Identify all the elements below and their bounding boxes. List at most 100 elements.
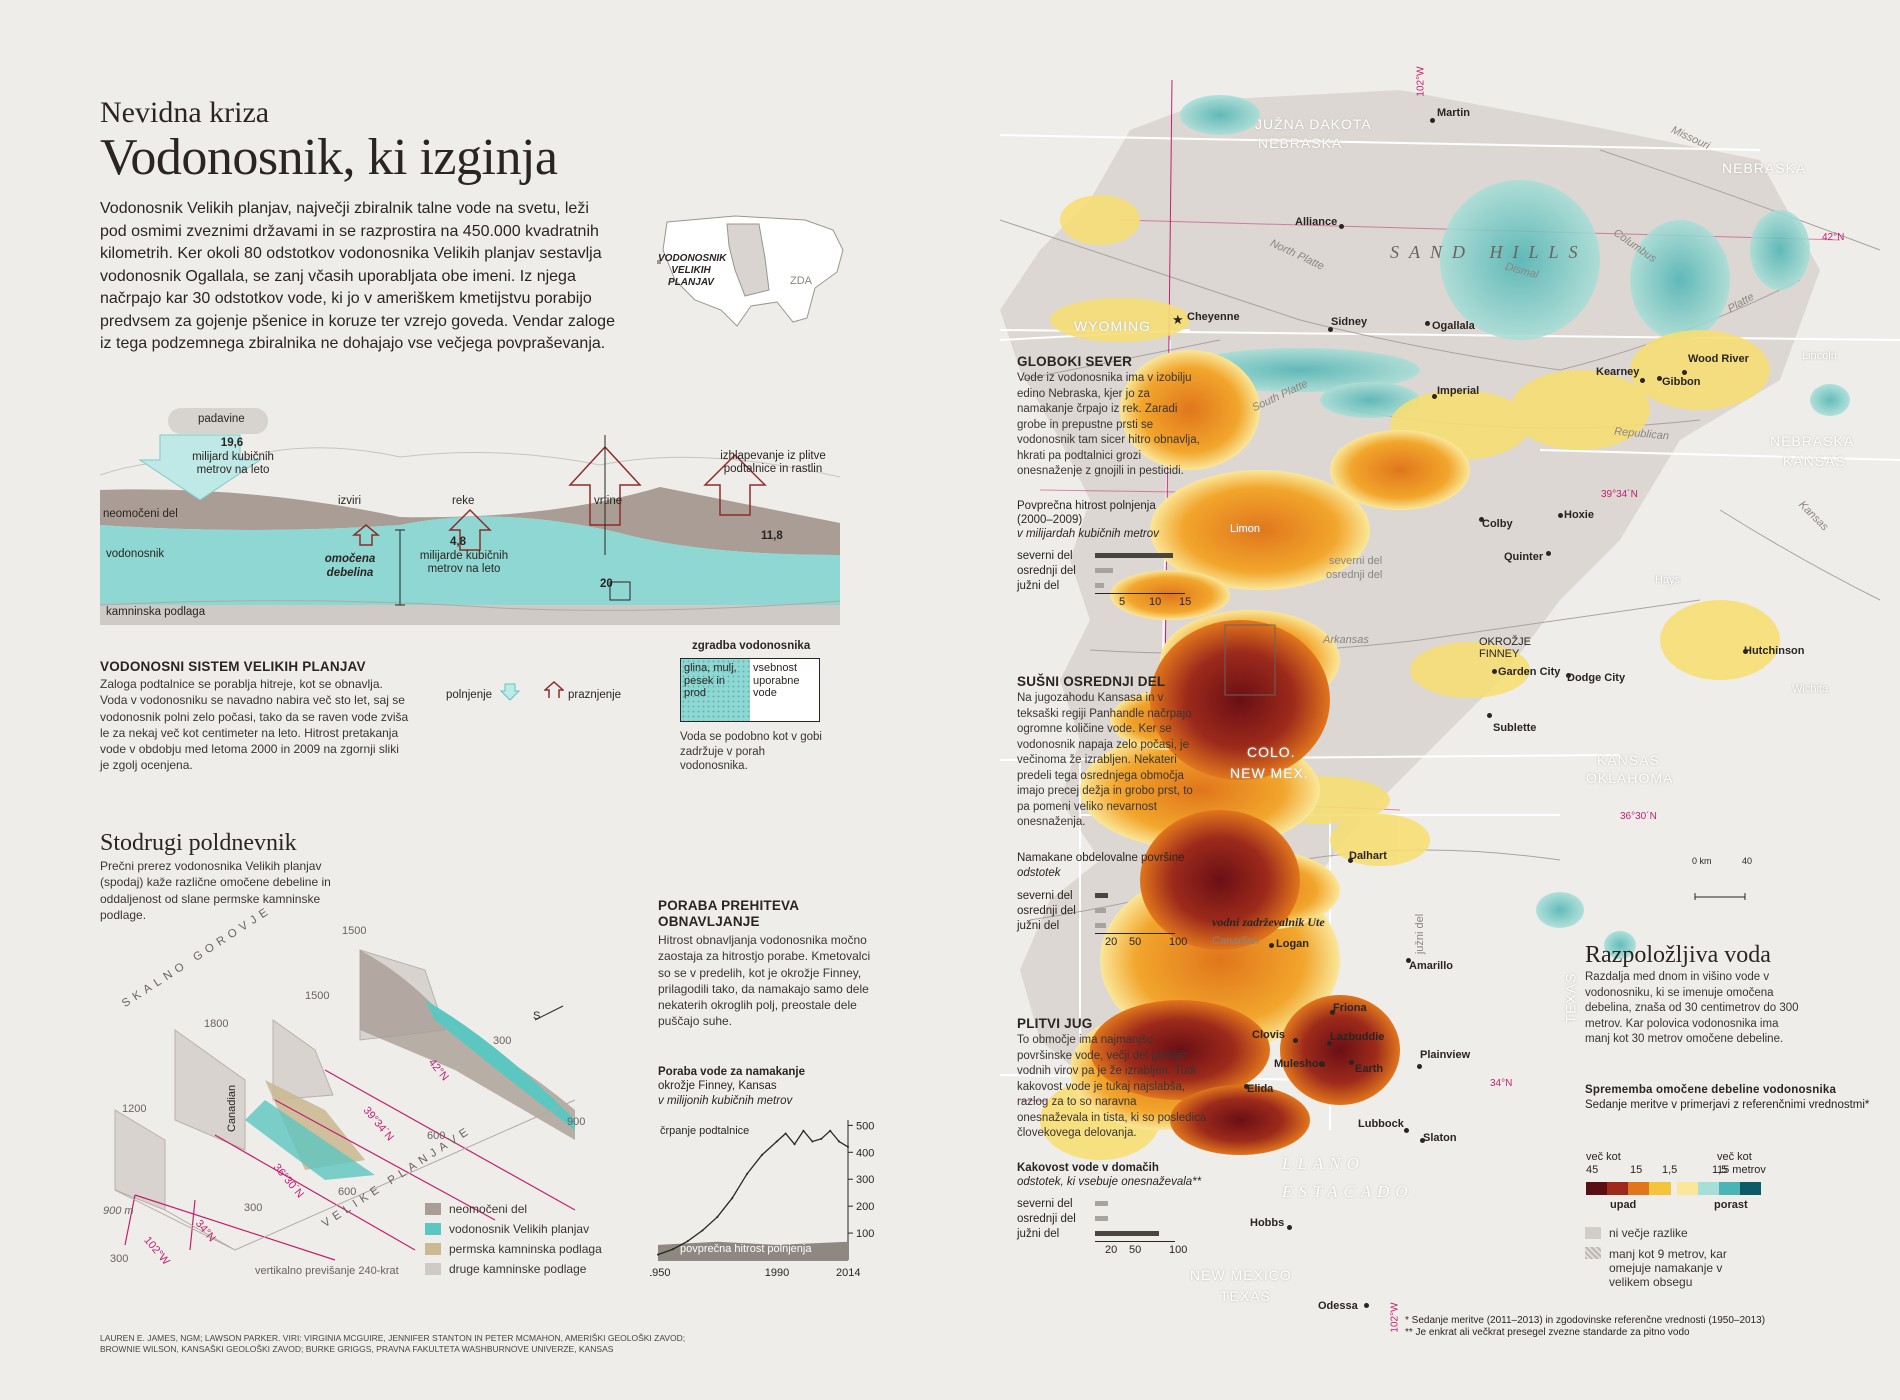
pumping-point xyxy=(746,1172,749,1175)
chart-subtitle: okrožje Finney, Kansas xyxy=(658,1080,777,1092)
city-dot xyxy=(1566,673,1571,678)
bar-label: južni del xyxy=(1017,1227,1060,1240)
pumping-point xyxy=(820,1137,823,1140)
ramp-swatch xyxy=(1586,1182,1608,1195)
city-wood-river: Wood River xyxy=(1688,353,1749,365)
city-dodge-city: Dodge City xyxy=(1567,672,1626,684)
bar-label: osrednji del xyxy=(1017,564,1076,577)
city-dot xyxy=(1293,1038,1298,1043)
elev-11: 300 xyxy=(244,1202,263,1214)
pumping-point xyxy=(716,1215,719,1218)
bar-row: severni del xyxy=(1017,888,1175,903)
x-tick-label: 1950 xyxy=(650,1267,670,1279)
elev-5: 900 m xyxy=(103,1205,134,1217)
central-body: Na jugozahodu Kansasa in v teksaški regi… xyxy=(1017,692,1193,828)
pumping-point xyxy=(829,1129,832,1132)
map-lat-3630: 36°30´N xyxy=(1620,811,1657,822)
meridian-3d-section xyxy=(114,949,576,1261)
south-title: PLITVI JUG xyxy=(1017,1016,1093,1031)
city-amarillo: Amarillo xyxy=(1409,960,1454,972)
legend-swatch-aquifer xyxy=(425,1223,441,1235)
city-wichita: Wichita xyxy=(1792,683,1829,695)
ramp-down-label: upad xyxy=(1610,1199,1637,1211)
locator-country: ZDA xyxy=(790,275,812,287)
bar-tick-label: 5 xyxy=(1119,596,1126,608)
legend-change-title: Sprememba omočene debeline vodonosnika xyxy=(1585,1084,1837,1096)
north-chart-title: Povprečna hitrost polnjenja xyxy=(1017,500,1156,512)
legend-swatch-permian xyxy=(425,1243,441,1255)
city-dot xyxy=(1430,118,1435,123)
structure-left: glina, mulj, pesek in prod xyxy=(681,659,750,721)
pumping-point xyxy=(811,1140,814,1143)
pumping-point xyxy=(686,1240,689,1243)
bar-row: južni del xyxy=(1017,1226,1175,1241)
city-muleshoe: Muleshoe xyxy=(1274,1058,1325,1070)
wells-value: 20 xyxy=(600,578,613,590)
bar-tick-label: 15 xyxy=(1179,596,1192,608)
city-dot xyxy=(1320,1062,1325,1067)
exaggeration-note: vertikalno previšanje 240-krat xyxy=(255,1265,399,1277)
layer-dry-label: neomočeni del xyxy=(103,508,178,520)
meridian-body: Prečni prerez vodonosnika Velikih planja… xyxy=(100,859,331,922)
state-wyoming: WYOMING xyxy=(1074,318,1151,334)
bar-tick-label: 20 xyxy=(1105,1244,1118,1256)
state-nebraska-2: NEBRASKA xyxy=(1722,160,1807,176)
overuse-body: Hitrost obnavljanja vodonosnika močno za… xyxy=(658,933,871,1029)
footnote-1: * Sedanje meritve (2011–2013) in zgodovi… xyxy=(1405,1315,1766,1326)
city-colby: Colby xyxy=(1482,518,1513,530)
reservoir-ute: vodni zadrževalnik Ute xyxy=(1212,915,1325,929)
city-ogallala: Ogallala xyxy=(1432,320,1475,332)
legend-discharge-label: praznjenje xyxy=(568,689,622,701)
city-plainview: Plainview xyxy=(1420,1049,1471,1061)
ramp-swatch xyxy=(1607,1182,1629,1195)
city-slaton: Slaton xyxy=(1423,1132,1457,1144)
river-arkansas: Arkansas xyxy=(1323,634,1369,646)
ramp-swatch xyxy=(1676,1182,1698,1195)
city-clovis: Clovis xyxy=(1252,1029,1286,1041)
legend-dry: neomočeni del xyxy=(449,1202,528,1216)
recharge-arrow-icon xyxy=(500,683,520,701)
aquifer-map xyxy=(1000,79,1900,1160)
bar-axis: 5 10 15 xyxy=(1095,593,1191,609)
ramp-mid3: 1,5 xyxy=(1712,1164,1728,1176)
city-dot xyxy=(1328,327,1333,332)
elev-1: 1500 xyxy=(342,925,367,937)
bar-tick-label: 50 xyxy=(1129,1244,1142,1256)
state-nebraska-3: NEBRASKA xyxy=(1770,433,1855,449)
structure-title: zgradba vodonosnika xyxy=(692,640,811,652)
state-kansas-2: KANSAS xyxy=(1597,752,1660,768)
city-garden-city: Garden City xyxy=(1498,666,1561,678)
ramp-swatch xyxy=(1739,1182,1761,1195)
structure-note: Voda se podobno kot v gobi zadržuje v po… xyxy=(680,731,822,772)
elev-10: 600 xyxy=(338,1186,357,1198)
city-elida: Elida xyxy=(1247,1083,1274,1095)
city-cheyenne: Cheyenne xyxy=(1187,311,1240,323)
legend-aquifer: vodonosnik Velikih planjav xyxy=(449,1222,590,1236)
meridian-legend: neomočeni del vodonosnik Velikih planjav… xyxy=(425,1202,602,1276)
bar xyxy=(1095,923,1107,928)
city-dot xyxy=(1425,321,1430,326)
state-new-mexico: NEW MEXICO xyxy=(1190,1267,1292,1283)
city-hobbs: Hobbs xyxy=(1250,1217,1285,1229)
series-label-recharge: povprečna hitrost polnjenja xyxy=(680,1243,812,1255)
ramp-left-top: več kot xyxy=(1586,1151,1621,1163)
city-dot xyxy=(1743,649,1748,654)
pumping-point xyxy=(775,1140,778,1143)
bar-label: osrednji del xyxy=(1017,904,1076,917)
bar xyxy=(1095,583,1104,588)
bar-tick-label: 10 xyxy=(1149,596,1162,608)
bar-axis: 20 50 100 xyxy=(1095,933,1187,949)
meridian-title: Stodrugi poldnevnik xyxy=(100,830,297,856)
layer-aquifer-label: vodonosnik xyxy=(106,548,165,560)
bar-label: osrednji del xyxy=(1017,1212,1076,1225)
ramp-right-val: 15 metrov xyxy=(1717,1164,1766,1176)
bar-row: severni del xyxy=(1017,548,1185,563)
pumping-point xyxy=(802,1129,805,1132)
x-tick-label: 2014 xyxy=(836,1267,860,1279)
city-dot xyxy=(1348,858,1353,863)
scale-40: 40 xyxy=(1742,856,1753,866)
structure-box: glina, mulj, pesek in prod vsebnost upor… xyxy=(680,658,820,722)
state-oklahoma: OKLAHOMA xyxy=(1586,770,1674,786)
city-dot xyxy=(1327,1041,1332,1046)
legend-title: Razpoložljiva voda xyxy=(1585,942,1771,968)
